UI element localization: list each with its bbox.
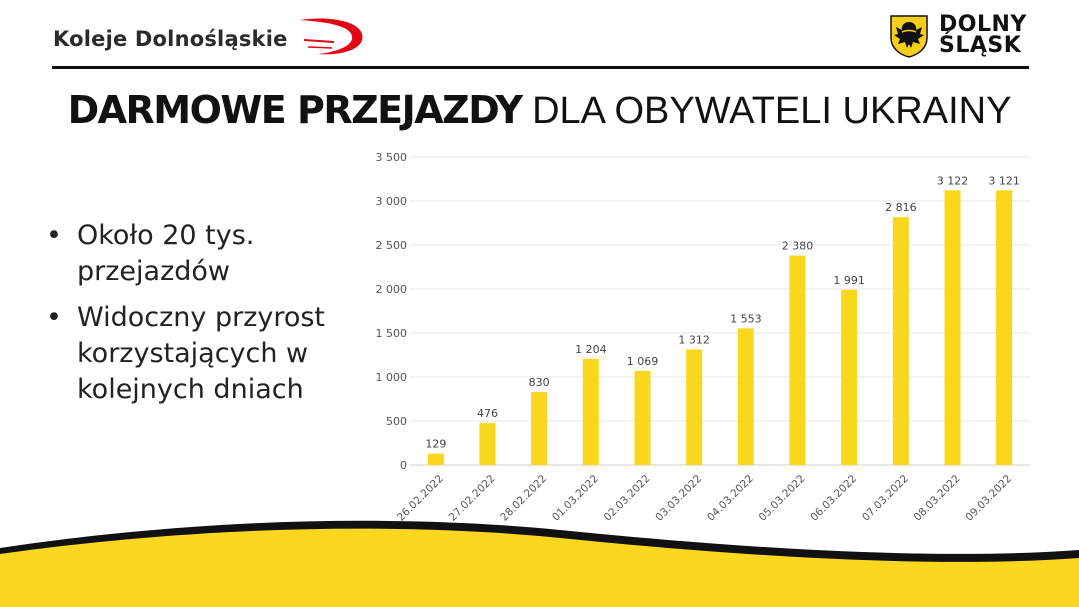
data-label: 1 312	[678, 334, 710, 347]
bullet-dot-icon: •	[46, 302, 62, 333]
slide-title-light: DLA OBYWATELI UKRAINY	[532, 90, 1012, 132]
bullet-text: Około 20 tys. przejazdów	[77, 220, 255, 287]
slide-title: DARMOWE PRZEJAZDY DLA OBYWATELI UKRAINY	[0, 88, 1079, 133]
dolny-slask-line2: ŚLĄSK	[939, 33, 1022, 58]
bar	[479, 423, 496, 465]
bar	[789, 255, 806, 465]
bar	[892, 217, 909, 465]
y-tick-label: 2 500	[376, 239, 408, 252]
data-label: 2 380	[782, 240, 814, 253]
data-label: 1 069	[627, 355, 659, 368]
y-tick-label: 1 500	[376, 327, 408, 340]
bullet-dot-icon: •	[46, 220, 62, 251]
data-label: 1 991	[833, 274, 865, 287]
dolny-slask-line1: DOLNY	[939, 12, 1027, 37]
bar	[944, 190, 961, 465]
bar	[686, 349, 703, 465]
header: Koleje Dolnośląskie DOLNY ŚLĄSK	[0, 0, 1079, 70]
data-label: 2 816	[885, 201, 917, 214]
koleje-dolnoslaskie-swoosh-icon	[300, 18, 363, 55]
koleje-dolnoslaskie-logo-text: Koleje Dolnośląskie	[53, 27, 288, 51]
bar	[427, 453, 444, 465]
data-label: 129	[425, 438, 446, 451]
y-tick-label: 500	[386, 415, 407, 428]
bar	[634, 370, 651, 465]
decorative-wave	[0, 520, 1079, 607]
dolny-slask-logo-text: DOLNY ŚLĄSK	[939, 12, 1027, 58]
bar	[582, 359, 599, 465]
data-label: 476	[477, 407, 498, 420]
data-label: 830	[529, 376, 550, 389]
bullet-item: • Około 20 tys. przejazdów	[44, 218, 364, 290]
y-tick-label: 3 000	[376, 195, 408, 208]
lower-silesia-eagle-crest-icon	[890, 15, 928, 58]
y-tick-label: 2 000	[376, 283, 408, 296]
y-tick-label: 1 000	[376, 371, 408, 384]
data-label: 1 553	[730, 312, 762, 325]
bar	[737, 328, 754, 465]
data-label: 3 121	[988, 174, 1020, 187]
y-tick-label: 0	[400, 459, 407, 472]
slide-title-bold: DARMOWE PRZEJAZDY	[67, 88, 523, 132]
bar	[996, 190, 1013, 466]
bullet-item: • Widoczny przyrost korzystających w kol…	[44, 300, 364, 408]
data-label: 3 122	[937, 174, 969, 187]
bullet-text: Widoczny przyrost korzystających w kolej…	[77, 302, 326, 405]
header-divider	[52, 66, 1029, 69]
bar	[531, 391, 548, 465]
data-label: 1 204	[575, 343, 607, 356]
bar	[841, 289, 858, 465]
y-tick-label: 3 500	[376, 151, 408, 164]
bullet-list: • Około 20 tys. przejazdów • Widoczny pr…	[44, 218, 364, 418]
